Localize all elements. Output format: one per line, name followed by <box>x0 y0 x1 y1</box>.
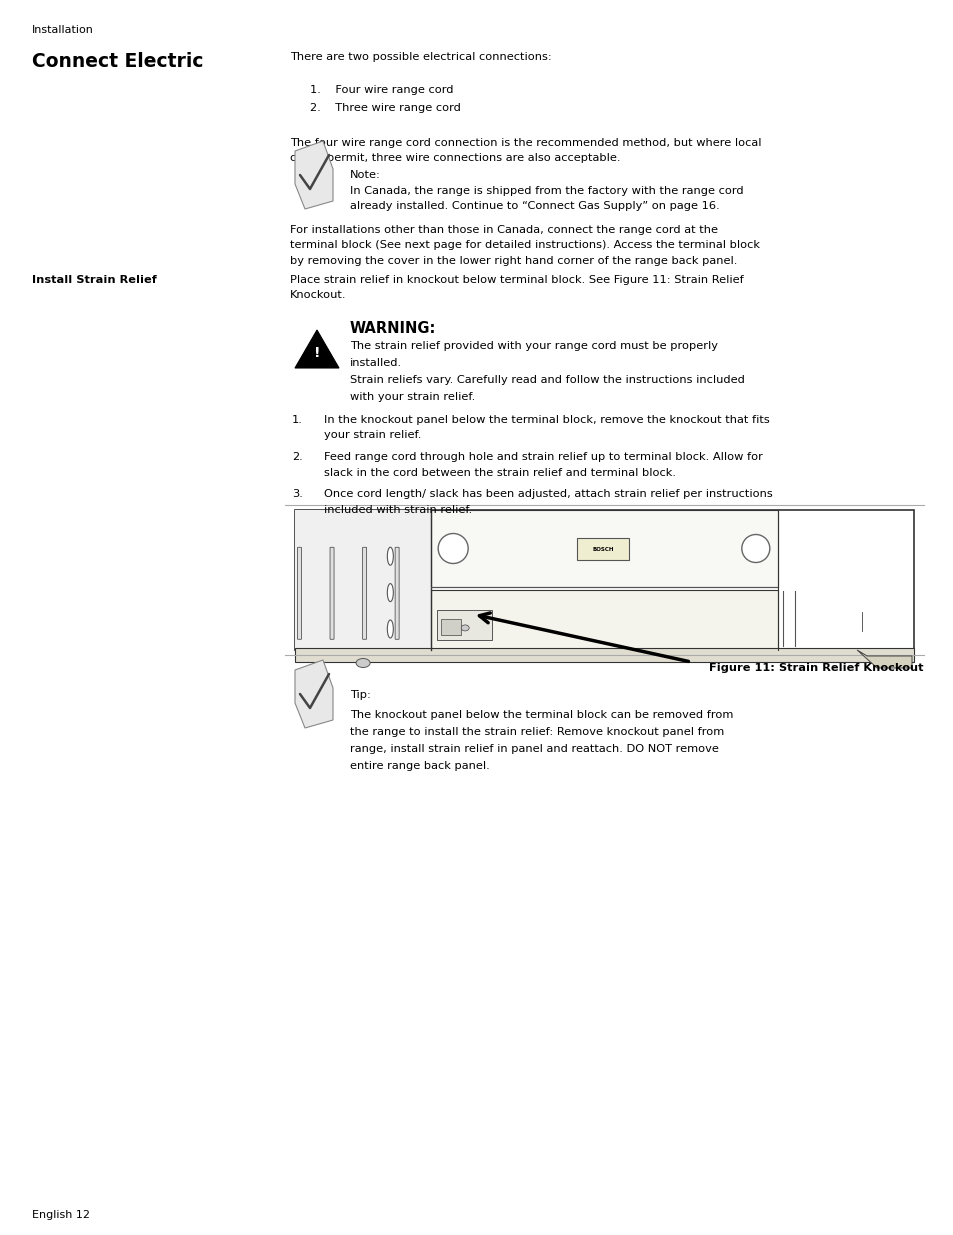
Polygon shape <box>294 141 333 209</box>
Text: English 12: English 12 <box>32 1210 90 1220</box>
Text: Tip:: Tip: <box>350 690 371 700</box>
Text: by removing the cover in the lower right hand corner of the range back panel.: by removing the cover in the lower right… <box>290 256 737 266</box>
Text: Feed range cord through hole and strain relief up to terminal block. Allow for: Feed range cord through hole and strain … <box>324 452 762 462</box>
Text: In Canada, the range is shipped from the factory with the range cord: In Canada, the range is shipped from the… <box>350 185 742 195</box>
FancyBboxPatch shape <box>330 547 334 640</box>
FancyBboxPatch shape <box>294 510 913 650</box>
Ellipse shape <box>437 534 468 563</box>
Ellipse shape <box>387 584 393 601</box>
Text: Knockout.: Knockout. <box>290 290 346 300</box>
Text: Note:: Note: <box>350 170 380 180</box>
Text: slack in the cord between the strain relief and terminal block.: slack in the cord between the strain rel… <box>324 468 676 478</box>
Polygon shape <box>294 330 338 368</box>
FancyBboxPatch shape <box>440 619 460 636</box>
Text: The knockout panel below the terminal block can be removed from: The knockout panel below the terminal bl… <box>350 710 733 720</box>
FancyBboxPatch shape <box>297 547 301 640</box>
Ellipse shape <box>387 547 393 566</box>
Text: In the knockout panel below the terminal block, remove the knockout that fits: In the knockout panel below the terminal… <box>324 415 769 425</box>
FancyBboxPatch shape <box>431 510 777 587</box>
FancyBboxPatch shape <box>294 648 913 662</box>
Text: 2.: 2. <box>292 452 302 462</box>
FancyBboxPatch shape <box>577 538 628 559</box>
Polygon shape <box>294 659 333 727</box>
Text: Once cord length/ slack has been adjusted, attach strain relief per instructions: Once cord length/ slack has been adjuste… <box>324 489 772 499</box>
Text: included with strain relief.: included with strain relief. <box>324 505 472 515</box>
Text: There are two possible electrical connections:: There are two possible electrical connec… <box>290 52 551 62</box>
Text: Installation: Installation <box>32 25 93 35</box>
Text: BOSCH: BOSCH <box>592 547 613 552</box>
Ellipse shape <box>741 535 769 562</box>
Ellipse shape <box>460 625 469 631</box>
FancyBboxPatch shape <box>294 510 431 650</box>
Text: Figure 11: Strain Relief Knockout: Figure 11: Strain Relief Knockout <box>709 663 923 673</box>
FancyBboxPatch shape <box>362 547 366 640</box>
FancyBboxPatch shape <box>395 547 398 640</box>
Text: 3.: 3. <box>292 489 302 499</box>
Ellipse shape <box>387 620 393 638</box>
FancyBboxPatch shape <box>436 610 492 640</box>
Text: your strain relief.: your strain relief. <box>324 431 421 441</box>
Text: already installed. Continue to “Connect Gas Supply” on page 16.: already installed. Continue to “Connect … <box>350 201 719 211</box>
Text: WARNING:: WARNING: <box>350 321 436 336</box>
Text: entire range back panel.: entire range back panel. <box>350 761 489 772</box>
Text: The four wire range cord connection is the recommended method, but where local: The four wire range cord connection is t… <box>290 138 760 148</box>
Text: the range to install the strain relief: Remove knockout panel from: the range to install the strain relief: … <box>350 727 723 737</box>
Text: terminal block (See next page for detailed instructions). Access the terminal bl: terminal block (See next page for detail… <box>290 241 760 251</box>
Text: with your strain relief.: with your strain relief. <box>350 393 475 403</box>
Text: 1.: 1. <box>292 415 302 425</box>
Text: range, install strain relief in panel and reattach. DO NOT remove: range, install strain relief in panel an… <box>350 745 719 755</box>
Text: Install Strain Relief: Install Strain Relief <box>32 275 156 285</box>
Text: Strain reliefs vary. Carefully read and follow the instructions included: Strain reliefs vary. Carefully read and … <box>350 375 744 385</box>
Text: !: ! <box>314 346 320 359</box>
Text: For installations other than those in Canada, connect the range cord at the: For installations other than those in Ca… <box>290 225 718 235</box>
Text: installed.: installed. <box>350 358 402 368</box>
Text: The strain relief provided with your range cord must be properly: The strain relief provided with your ran… <box>350 341 718 351</box>
Text: Connect Electric: Connect Electric <box>32 52 203 70</box>
Polygon shape <box>856 650 911 668</box>
Text: 2.    Three wire range cord: 2. Three wire range cord <box>310 103 460 112</box>
Text: 1.    Four wire range cord: 1. Four wire range cord <box>310 85 453 95</box>
FancyBboxPatch shape <box>431 590 777 650</box>
Text: codes permit, three wire connections are also acceptable.: codes permit, three wire connections are… <box>290 153 619 163</box>
Text: Place strain relief in knockout below terminal block. See Figure 11: Strain Reli: Place strain relief in knockout below te… <box>290 275 743 285</box>
Ellipse shape <box>355 658 370 667</box>
